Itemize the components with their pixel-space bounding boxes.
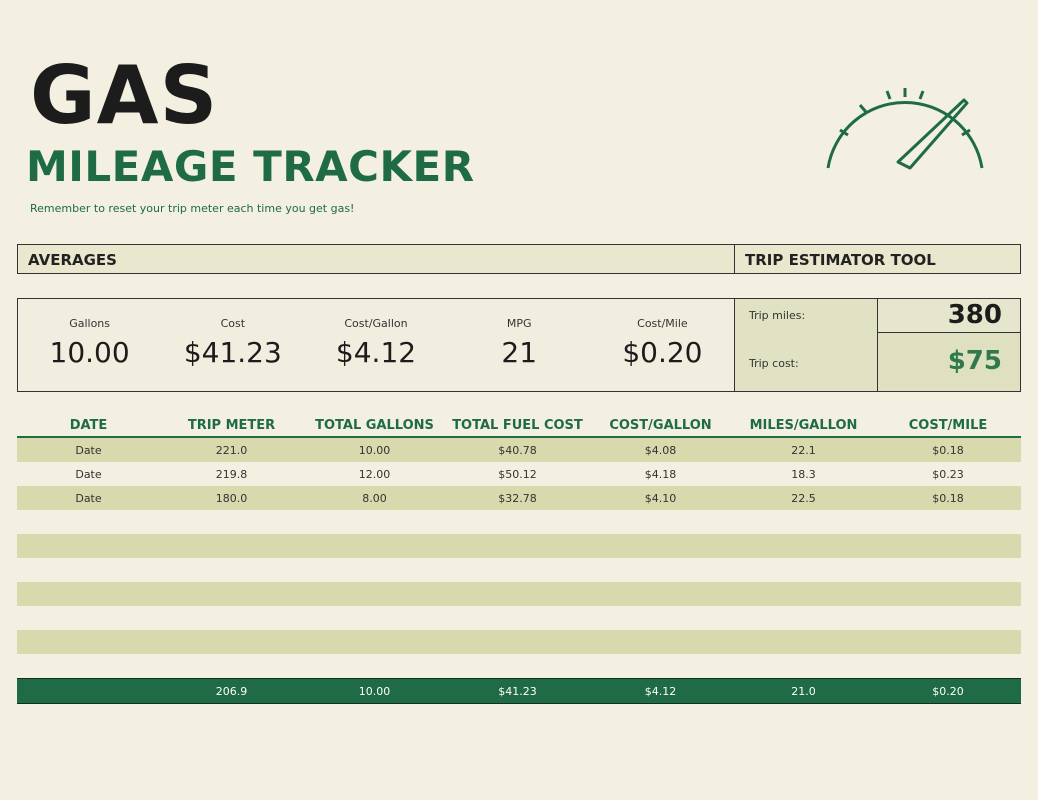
cell-cost-per-gallon[interactable]: $4.18 bbox=[644, 467, 677, 481]
cell-cost-per-mile[interactable]: $0.18 bbox=[875, 486, 1021, 510]
table-row: Date 219.8 12.00 $50.12 $4.18 18.3 $0.23 bbox=[17, 462, 1021, 486]
table-row-empty bbox=[17, 606, 1021, 630]
avg-mpg: MPG 21 bbox=[448, 299, 591, 391]
cell-trip-meter[interactable]: 219.8 bbox=[215, 467, 248, 481]
avg-cost-per-mile-value: $0.20 bbox=[622, 336, 703, 369]
cell-miles-per-gallon[interactable]: 22.5 bbox=[732, 486, 875, 510]
trip-estimator-heading: TRIP ESTIMATOR TOOL bbox=[745, 251, 936, 269]
table-header-row: DATE TRIP METER TOTAL GALLONS TOTAL FUEL… bbox=[17, 414, 1021, 438]
section-header-bar: AVERAGES TRIP ESTIMATOR TOOL bbox=[17, 244, 1021, 274]
table-row-empty bbox=[17, 654, 1021, 679]
table-row-empty bbox=[17, 534, 1021, 558]
avg-mpg-label: MPG bbox=[506, 317, 532, 330]
totals-row: 206.9 10.00 $41.23 $4.12 21.0 $0.20 bbox=[17, 678, 1021, 704]
table-row-empty bbox=[17, 630, 1021, 654]
avg-cost: Cost $41.23 bbox=[161, 299, 304, 391]
cell-total-fuel-cost[interactable]: $32.78 bbox=[446, 486, 589, 510]
avg-gallons: Gallons 10.00 bbox=[18, 299, 161, 391]
cell-cost-per-gallon[interactable]: $4.10 bbox=[589, 486, 732, 510]
averages-heading: AVERAGES bbox=[18, 245, 735, 273]
cell-total-fuel-cost[interactable]: $40.78 bbox=[446, 437, 589, 462]
avg-gallons-label: Gallons bbox=[69, 317, 110, 330]
col-cost-per-gallon[interactable]: COST/GALLON bbox=[589, 414, 732, 438]
cell-total-fuel-cost[interactable]: $50.12 bbox=[498, 467, 537, 481]
cell-total-gallons[interactable]: 12.00 bbox=[358, 467, 391, 481]
trip-cost-label: Trip cost: bbox=[749, 357, 799, 370]
avg-cost-per-gallon-value: $4.12 bbox=[335, 336, 417, 369]
col-total-gallons[interactable]: TOTAL GALLONS bbox=[303, 414, 446, 438]
total-date bbox=[17, 678, 160, 704]
col-cost-per-mile[interactable]: COST/MILE bbox=[875, 414, 1021, 438]
reminder-text: Remember to reset your trip meter each t… bbox=[30, 202, 355, 215]
mileage-log-table: DATE TRIP METER TOTAL GALLONS TOTAL FUEL… bbox=[17, 414, 1021, 704]
avg-cost-per-gallon: Cost/Gallon $4.12 bbox=[304, 299, 447, 391]
page-subtitle: MILEAGE TRACKER bbox=[26, 142, 475, 191]
cell-trip-meter[interactable]: 221.0 bbox=[160, 437, 303, 462]
avg-cost-per-gallon-label: Cost/Gallon bbox=[344, 317, 408, 330]
cell-cost-per-gallon[interactable]: $4.08 bbox=[589, 437, 732, 462]
table-row: Date 221.0 10.00 $40.78 $4.08 22.1 $0.18 bbox=[17, 437, 1021, 462]
col-miles-per-gallon[interactable]: MILES/GALLON bbox=[732, 414, 875, 438]
cell-total-gallons[interactable]: 8.00 bbox=[303, 486, 446, 510]
total-miles-per-gallon: 21.0 bbox=[732, 678, 875, 704]
cell-miles-per-gallon[interactable]: 18.3 bbox=[791, 467, 816, 481]
speedometer-icon bbox=[826, 88, 984, 170]
total-gallons: 10.00 bbox=[303, 678, 446, 704]
avg-gallons-value: 10.00 bbox=[49, 336, 130, 369]
total-fuel-cost: $41.23 bbox=[446, 678, 589, 704]
cell-cost-per-mile[interactable]: $0.23 bbox=[932, 467, 964, 481]
averages-panel: Gallons 10.00 Cost $41.23 Cost/Gallon $4… bbox=[18, 299, 735, 391]
col-total-fuel-cost[interactable]: TOTAL FUEL COST bbox=[446, 414, 589, 438]
cell-date[interactable]: Date bbox=[75, 467, 102, 481]
table-row: Date 180.0 8.00 $32.78 $4.10 22.5 $0.18 bbox=[17, 486, 1021, 510]
col-date[interactable]: DATE bbox=[17, 414, 160, 438]
table-row-empty bbox=[17, 582, 1021, 606]
total-trip-meter: 206.9 bbox=[160, 678, 303, 704]
avg-cost-per-mile-label: Cost/Mile bbox=[637, 317, 688, 330]
trip-miles-label: Trip miles: bbox=[749, 309, 806, 322]
cell-date[interactable]: Date bbox=[17, 437, 160, 462]
total-cost-per-mile: $0.20 bbox=[875, 678, 1021, 704]
trip-estimator-panel: Trip miles: Trip cost: 380 $75 bbox=[735, 299, 1020, 391]
trip-miles-input[interactable]: 380 bbox=[878, 299, 1020, 333]
cell-trip-meter[interactable]: 180.0 bbox=[160, 486, 303, 510]
trip-cost-value: $75 bbox=[878, 333, 1020, 391]
avg-cost-label: Cost bbox=[220, 317, 246, 330]
avg-mpg-value: 21 bbox=[501, 336, 538, 369]
total-cost-per-gallon: $4.12 bbox=[589, 678, 732, 704]
table-row-empty bbox=[17, 510, 1021, 534]
table-row-empty bbox=[17, 558, 1021, 582]
cell-cost-per-mile[interactable]: $0.18 bbox=[875, 437, 1021, 462]
cell-date[interactable]: Date bbox=[17, 486, 160, 510]
cell-total-gallons[interactable]: 10.00 bbox=[303, 437, 446, 462]
page-title: GAS bbox=[30, 49, 219, 142]
col-trip-meter[interactable]: TRIP METER bbox=[160, 414, 303, 438]
avg-cost-per-mile: Cost/Mile $0.20 bbox=[591, 299, 734, 391]
trip-labels: Trip miles: Trip cost: bbox=[735, 299, 878, 391]
avg-cost-value: $41.23 bbox=[183, 336, 282, 369]
trip-values: 380 $75 bbox=[878, 299, 1020, 391]
cell-miles-per-gallon[interactable]: 22.1 bbox=[732, 437, 875, 462]
stats-panel: Gallons 10.00 Cost $41.23 Cost/Gallon $4… bbox=[17, 298, 1021, 392]
